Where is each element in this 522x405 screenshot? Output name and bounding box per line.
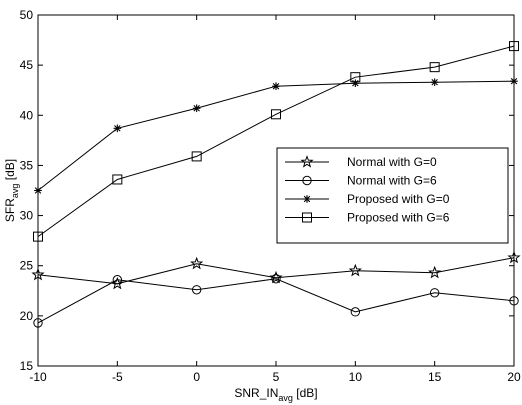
data-point bbox=[34, 186, 42, 195]
legend-marker bbox=[300, 155, 314, 168]
data-point bbox=[509, 41, 519, 52]
series-2 bbox=[33, 274, 519, 328]
data-point bbox=[112, 275, 123, 285]
data-point bbox=[507, 250, 521, 264]
x-axis-label: SNR_INavg [dB] bbox=[234, 386, 317, 403]
data-point bbox=[509, 296, 519, 306]
x-axis-label-sub: avg bbox=[278, 393, 293, 403]
data-point bbox=[351, 79, 360, 87]
x-tick-label: 10 bbox=[349, 370, 363, 384]
x-axis-label-unit: [dB] bbox=[293, 386, 318, 400]
x-tick-label: -10 bbox=[29, 370, 47, 384]
axis-ticks bbox=[37, 14, 515, 367]
tick-labels: -10 -5 0 5 10 15 20 15 20 25 30 35 40 45 50 bbox=[20, 8, 521, 384]
series-line bbox=[37, 45, 515, 238]
data-point bbox=[192, 104, 201, 113]
legend-label: Normal with G=0 bbox=[347, 155, 437, 169]
data-point bbox=[271, 274, 281, 284]
data-point bbox=[348, 263, 362, 277]
x-axis-label-main: SNR_IN bbox=[234, 386, 278, 400]
series-layer bbox=[31, 41, 521, 328]
data-point bbox=[430, 78, 439, 86]
series-3 bbox=[34, 77, 518, 195]
x-tick-label: 15 bbox=[428, 370, 442, 384]
y-axis-label-unit: [dB] bbox=[3, 159, 17, 184]
data-point bbox=[350, 72, 361, 83]
y-tick-label: 50 bbox=[20, 8, 34, 22]
x-tick-label: 0 bbox=[193, 370, 200, 384]
data-point bbox=[191, 285, 202, 295]
legend: Normal with G=0 Normal with G=6 Proposed w… bbox=[276, 147, 509, 244]
data-point bbox=[112, 174, 123, 185]
y-axis-label-main: SFR bbox=[3, 198, 17, 222]
x-tick-label: 5 bbox=[273, 370, 280, 384]
data-point bbox=[113, 124, 122, 133]
y-axis-label-sub: avg bbox=[10, 184, 20, 199]
legend-label: Normal with G=6 bbox=[347, 174, 437, 188]
legend-marker bbox=[302, 212, 312, 223]
data-point bbox=[269, 270, 283, 284]
y-tick-label: 25 bbox=[20, 259, 34, 273]
data-point bbox=[33, 231, 43, 242]
y-tick-label: 40 bbox=[20, 108, 34, 122]
legend-item: Proposed with G=0 bbox=[285, 192, 450, 206]
y-tick-label: 45 bbox=[20, 58, 34, 72]
legend-label: Proposed with G=0 bbox=[347, 192, 450, 206]
data-point bbox=[191, 151, 202, 162]
data-point bbox=[33, 318, 43, 328]
y-tick-label: 30 bbox=[20, 209, 34, 223]
data-point bbox=[272, 82, 280, 91]
legend-box bbox=[276, 147, 509, 244]
data-point bbox=[350, 307, 361, 317]
legend-label: Proposed with G=6 bbox=[347, 211, 450, 225]
data-point bbox=[429, 288, 440, 298]
legend-item: Proposed with G=6 bbox=[285, 211, 450, 225]
y-tick-label: 15 bbox=[20, 359, 34, 373]
legend-marker bbox=[302, 175, 312, 186]
legend-item: Normal with G=0 bbox=[285, 155, 437, 169]
data-point bbox=[271, 109, 281, 120]
x-tick-label: 20 bbox=[507, 370, 521, 384]
legend-marker bbox=[303, 195, 311, 203]
data-point bbox=[428, 265, 442, 279]
data-point bbox=[510, 77, 518, 85]
y-tick-label: 20 bbox=[20, 309, 34, 323]
y-axis-label: SFRavg [dB] bbox=[3, 159, 20, 222]
data-point bbox=[429, 62, 440, 73]
series-line bbox=[37, 278, 515, 324]
x-tick-label: -5 bbox=[112, 370, 123, 384]
y-tick-label: 35 bbox=[20, 158, 34, 172]
legend-item: Normal with G=6 bbox=[285, 174, 437, 188]
series-4 bbox=[33, 41, 519, 242]
data-point bbox=[190, 256, 204, 270]
data-point bbox=[31, 267, 45, 281]
